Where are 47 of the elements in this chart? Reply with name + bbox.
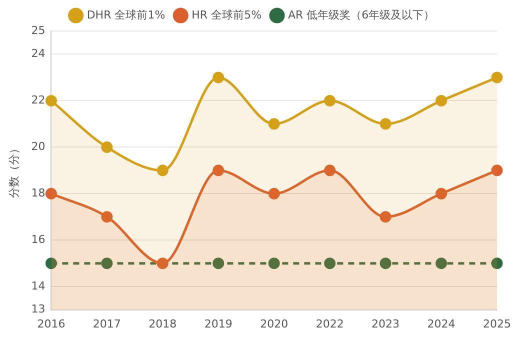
point	[45, 188, 57, 200]
y-tick-label: 14	[31, 279, 46, 292]
point	[436, 258, 448, 270]
point	[324, 164, 336, 176]
x-tick-label: 2016	[37, 317, 66, 330]
point	[156, 258, 168, 270]
point	[380, 211, 392, 223]
point	[212, 72, 224, 84]
y-tick-label: 22	[31, 94, 46, 107]
point	[156, 164, 168, 176]
legend-label: HR 全球前5%	[192, 8, 262, 22]
point	[212, 258, 224, 270]
point	[101, 141, 113, 153]
y-tick-label: 13	[31, 302, 46, 316]
point	[380, 258, 392, 270]
point	[491, 72, 503, 84]
point	[324, 94, 336, 106]
y-tick-label: 18	[31, 186, 46, 200]
y-axis-title: 分数（分）	[7, 142, 20, 198]
y-tick-label: 20	[31, 140, 46, 154]
x-tick-label: 2018	[148, 317, 177, 330]
x-tick-label: 2024	[427, 317, 456, 330]
point	[436, 94, 448, 106]
point	[268, 118, 280, 130]
x-tick-label: 2022	[316, 317, 344, 330]
point	[45, 258, 57, 270]
y-tick-label: 24	[31, 47, 46, 60]
point	[212, 164, 224, 176]
point	[380, 118, 392, 130]
point	[491, 258, 503, 270]
point	[436, 188, 448, 200]
x-tick-label: 2019	[204, 317, 232, 330]
x-tick-label: 2023	[372, 317, 400, 330]
point	[101, 211, 113, 223]
x-tick-label: 2020	[260, 317, 288, 330]
x-tick-label: 2017	[92, 317, 121, 330]
y-tick-label: 25	[31, 24, 46, 37]
legend-label: DHR 全球前1%	[86, 8, 166, 22]
point	[101, 258, 113, 270]
point	[45, 94, 57, 106]
point	[268, 188, 280, 200]
point	[268, 258, 280, 270]
point	[491, 164, 503, 176]
point	[324, 258, 336, 270]
y-tick-label: 16	[31, 232, 46, 246]
legend-label: AR 低年级奖（6年级及以下）	[288, 8, 435, 22]
x-tick-label: 2025	[483, 317, 512, 330]
